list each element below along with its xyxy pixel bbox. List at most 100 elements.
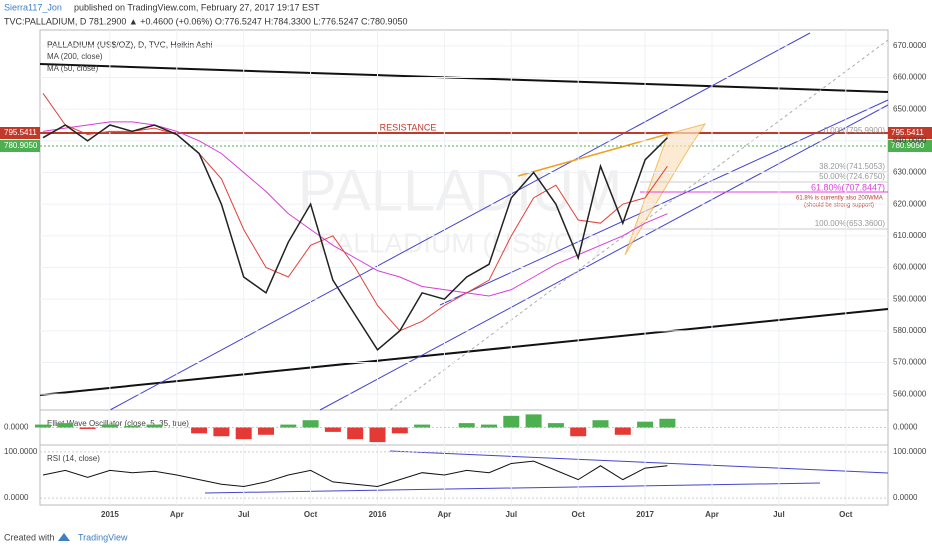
oscillator-bar (391, 427, 408, 434)
quote: TVC:PALLADIUM, D 781.2900 ▲ +0.4600 (+0.… (4, 16, 408, 26)
price-marker (0, 127, 40, 139)
x-tick-label: Oct (839, 510, 853, 519)
note: 61.8% is currently also 200WMA (796, 196, 883, 202)
published: published on TradingView.com, February 2… (74, 2, 320, 12)
y-tick-label: 0.0000 (4, 423, 29, 432)
rsi-line (42, 460, 668, 488)
watermark-sub: PALLADIUM (US$/OZ) (318, 227, 602, 258)
y-tick-label: 0.0000 (893, 493, 918, 502)
oscillator-bar (280, 424, 297, 428)
y-tick-label: 600.0000 (893, 263, 927, 272)
oscillator-bar (592, 420, 609, 428)
oscillator-bar (659, 418, 676, 428)
price-marker (888, 140, 932, 152)
oscillator-bar (347, 427, 364, 440)
y-tick-label: 590.0000 (893, 294, 927, 303)
x-tick-label: Oct (572, 510, 586, 519)
y-tick-label: 630.0000 (893, 168, 927, 177)
oscillator-bar (235, 427, 252, 440)
oscillator-bar (124, 426, 141, 428)
oscillator-bar (258, 427, 274, 435)
y-tick-label: 580.0000 (893, 326, 927, 335)
watermark: PALLADIUM (298, 158, 622, 223)
oscillator-bar (570, 427, 587, 437)
x-tick-label: 2017 (636, 510, 654, 519)
oscillator-bar (146, 424, 163, 428)
oscillator-bar (191, 427, 208, 434)
median-line (389, 39, 889, 411)
price-marker (0, 140, 40, 152)
rsi-trend (204, 482, 821, 494)
price-marker-label: 780.9050 (891, 141, 925, 150)
oscillator-bar (525, 414, 542, 428)
fib-label: 100.00%(653.3600) (815, 219, 886, 228)
rsi-trend (389, 450, 889, 474)
channel-line (109, 32, 811, 411)
resistance-label: RESISTANCE (380, 122, 437, 132)
oscillator-bar (79, 427, 96, 429)
oscillator-bar (547, 423, 564, 428)
fib-label: 0.00%(795.9900) (824, 126, 886, 135)
channel-line (319, 104, 889, 411)
note: (should be strong support) (804, 203, 874, 209)
y-tick-label: 650.0000 (893, 104, 927, 113)
trend-line (39, 308, 889, 396)
y-tick-label: 660.0000 (893, 73, 927, 82)
logo (58, 533, 70, 541)
price-line (42, 124, 668, 351)
oscillator-bar (324, 427, 341, 432)
x-tick-label: 2016 (369, 510, 387, 519)
indicator-name: Elliot Wave Oscillator (close, 5, 35, tr… (47, 419, 189, 428)
oscillator-bar (503, 415, 520, 428)
oscillator-bar (57, 423, 74, 428)
x-tick-label: Apr (438, 510, 452, 519)
x-tick-label: Apr (170, 510, 184, 519)
y-tick-label: 100.0000 (4, 447, 38, 456)
price-marker-label: 795.5411 (4, 128, 37, 137)
x-tick-label: Oct (304, 510, 318, 519)
oscillator-bar (213, 427, 230, 437)
oscillator-bar (614, 427, 631, 435)
x-tick-label: 2015 (101, 510, 119, 519)
x-tick-label: Jul (238, 510, 250, 519)
trend-lines (39, 32, 889, 494)
x-tick-label: Apr (705, 510, 719, 519)
chart-title: PALLADIUM (US$/OZ), D, TVC, Heikin Ashi (47, 39, 213, 49)
oscillator-bar (101, 424, 118, 428)
y-tick-label: 610.0000 (893, 231, 927, 240)
y-tick-label: 640.0000 (893, 136, 927, 145)
author[interactable]: Sierra117_Jon (4, 2, 62, 12)
oscillator-bar (35, 424, 51, 428)
oscillator-bar (302, 420, 319, 428)
y-tick-label: 620.0000 (893, 199, 927, 208)
y-tick-label: 100.0000 (893, 447, 927, 456)
oscillator-bar (637, 421, 654, 428)
y-tick-label: 570.0000 (893, 358, 927, 367)
oscillator-bar (369, 427, 386, 443)
price-marker-label: 780.9050 (4, 141, 38, 150)
price-marker-label: 795.5411 (891, 128, 924, 137)
oscillator-bar (414, 424, 431, 428)
ma-line (42, 93, 668, 332)
oscillator-bar (458, 423, 475, 428)
footer-brand[interactable]: TradingView (78, 532, 128, 542)
footer-created: Created with (4, 532, 55, 542)
fib-label: 61.80%(707.8447) (811, 182, 885, 192)
y-tick-label: 0.0000 (4, 493, 29, 502)
x-tick-label: Jul (506, 510, 518, 519)
legend-entry: MA (200, close) (47, 52, 103, 61)
y-tick-label: 0.0000 (893, 423, 918, 432)
y-tick-label: 560.0000 (893, 389, 927, 398)
oscillator-bar (481, 424, 497, 428)
wedge (624, 123, 707, 256)
fib-label: 50.00%(724.6750) (819, 172, 885, 181)
channel-line (439, 99, 889, 306)
indicator-name: RSI (14, close) (47, 454, 100, 463)
price-marker (888, 127, 932, 139)
x-tick-label: Jul (773, 510, 785, 519)
y-tick-label: 670.0000 (893, 41, 927, 50)
ma-line (42, 121, 668, 297)
legend-entry: MA (50, close) (47, 64, 98, 73)
